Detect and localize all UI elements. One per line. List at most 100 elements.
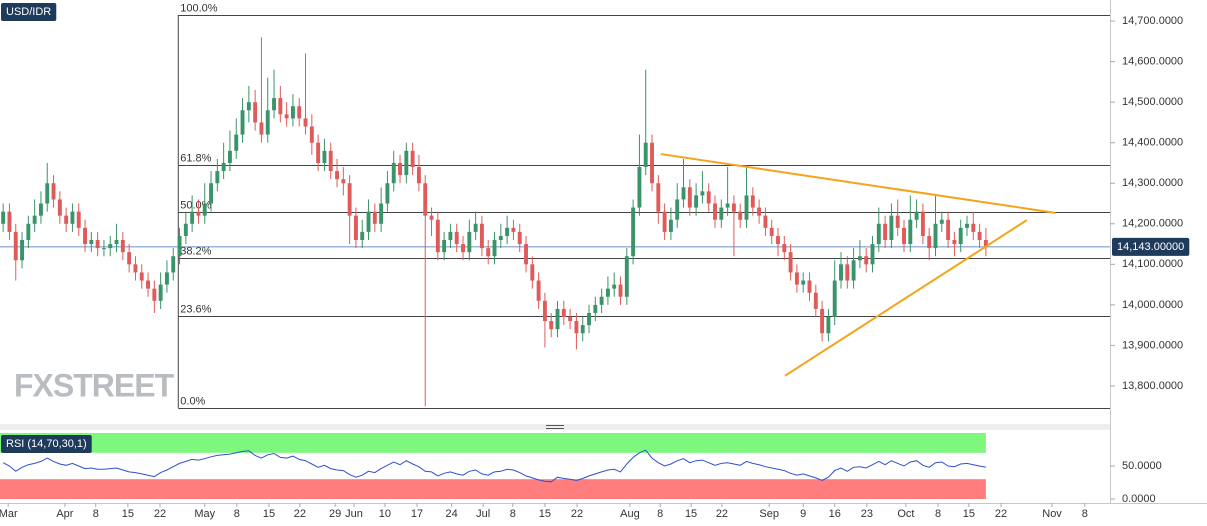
candle-body bbox=[857, 256, 862, 261]
y-tick-label: 14,000.0000 bbox=[1122, 299, 1183, 311]
x-tick-label: 15 bbox=[685, 508, 697, 520]
candle-body bbox=[246, 102, 251, 111]
candle-body bbox=[328, 150, 333, 172]
overbought-band bbox=[0, 433, 986, 453]
candle-body bbox=[643, 142, 648, 168]
x-tick-label: 8 bbox=[935, 508, 941, 520]
y-tick-label: 14,100.0000 bbox=[1122, 258, 1183, 270]
candle-body bbox=[215, 171, 220, 184]
x-tick-label: 8 bbox=[1082, 508, 1088, 520]
x-tick-label: Oct bbox=[897, 508, 914, 520]
candle-body bbox=[38, 203, 43, 216]
panel-separator bbox=[0, 424, 1110, 430]
y-tick-label: 14,200.0000 bbox=[1122, 218, 1183, 230]
candle-body bbox=[662, 211, 667, 232]
candle-body bbox=[89, 240, 94, 245]
candle-body bbox=[45, 183, 50, 204]
candle-body bbox=[631, 207, 636, 257]
candle-body bbox=[965, 223, 969, 228]
candle-body bbox=[656, 183, 661, 212]
rsi-title-box bbox=[1, 435, 92, 453]
candle-body bbox=[492, 240, 497, 257]
candle-body bbox=[883, 223, 888, 240]
candle-body bbox=[221, 162, 226, 172]
x-tick-label: Apr bbox=[56, 508, 73, 520]
candle-body bbox=[568, 317, 573, 322]
candle-body bbox=[801, 280, 806, 285]
x-tick-label: 22 bbox=[294, 508, 306, 520]
candle-body bbox=[196, 211, 201, 216]
x-tick-label: 24 bbox=[446, 508, 458, 520]
candle-body bbox=[681, 187, 686, 200]
candle-body bbox=[435, 219, 440, 253]
candle-body bbox=[542, 300, 547, 322]
candle-body bbox=[914, 211, 919, 220]
candle-body bbox=[341, 179, 346, 184]
candle-body bbox=[473, 223, 478, 232]
candle-body bbox=[95, 240, 100, 249]
y-tick-label: 13,800.0000 bbox=[1122, 380, 1183, 392]
y-tick-label: 14,700.0000 bbox=[1122, 15, 1183, 27]
candle-body bbox=[253, 102, 258, 123]
chart-title-box bbox=[1, 3, 57, 21]
candle-body bbox=[171, 256, 176, 273]
candle-body bbox=[316, 142, 321, 163]
candle-body bbox=[574, 321, 579, 334]
candle-body bbox=[511, 227, 516, 232]
x-tick-label: 29 bbox=[329, 508, 341, 520]
candle-body bbox=[20, 240, 25, 261]
candle-body bbox=[177, 235, 182, 257]
candle-body bbox=[32, 215, 37, 224]
candle-body bbox=[599, 296, 604, 305]
candle-body bbox=[158, 284, 163, 301]
candle-body bbox=[347, 183, 352, 216]
candle-body bbox=[461, 244, 465, 253]
candle-body bbox=[164, 272, 169, 285]
candle-body bbox=[971, 223, 976, 232]
candle-body bbox=[839, 264, 843, 281]
candle-body bbox=[309, 126, 314, 143]
x-tick-label: 22 bbox=[995, 508, 1007, 520]
candle-body bbox=[101, 248, 106, 250]
y-tick-label: 14,500.0000 bbox=[1122, 96, 1183, 108]
candle-body bbox=[429, 215, 434, 220]
candle-body bbox=[813, 292, 818, 309]
candle-body bbox=[845, 264, 850, 281]
x-tick-label: 22 bbox=[154, 508, 166, 520]
candle-body bbox=[637, 167, 642, 208]
candle-body bbox=[76, 211, 81, 228]
fib-level-label: 23.6% bbox=[180, 303, 211, 315]
candle-body bbox=[580, 325, 585, 334]
candle-body bbox=[265, 110, 270, 135]
candle-body bbox=[108, 244, 113, 249]
x-tick-label: 10 bbox=[379, 508, 391, 520]
candle-body bbox=[360, 231, 365, 240]
candle-body bbox=[624, 256, 629, 297]
x-tick-label: 16 bbox=[829, 508, 841, 520]
x-tick-label: Aug bbox=[620, 508, 640, 520]
candle-body bbox=[1, 211, 6, 224]
candle-body bbox=[366, 211, 371, 232]
candle-body bbox=[618, 284, 623, 297]
candle-body bbox=[977, 231, 982, 240]
x-tick-label: 8 bbox=[234, 508, 240, 520]
candle-body bbox=[763, 215, 768, 228]
candle-body bbox=[183, 223, 188, 236]
candle-body bbox=[517, 231, 522, 245]
candle-body bbox=[719, 207, 724, 220]
rsi-y-tick-label: 0.0000 bbox=[1122, 493, 1156, 505]
fib-level-label: 0.0% bbox=[180, 395, 205, 407]
candle-body bbox=[927, 235, 932, 249]
candle-body bbox=[26, 223, 31, 240]
candle-body bbox=[757, 207, 762, 216]
candle-body bbox=[240, 110, 245, 135]
candle-body bbox=[353, 215, 358, 240]
x-tick-label: Sep bbox=[759, 508, 779, 520]
rsi-line bbox=[2, 449, 987, 483]
candle-body bbox=[127, 252, 132, 265]
x-tick-label: 15 bbox=[263, 508, 275, 520]
x-tick-label: Jul bbox=[476, 508, 490, 520]
candle-body bbox=[807, 280, 812, 293]
candle-body bbox=[851, 260, 856, 281]
candle-body bbox=[146, 280, 150, 289]
